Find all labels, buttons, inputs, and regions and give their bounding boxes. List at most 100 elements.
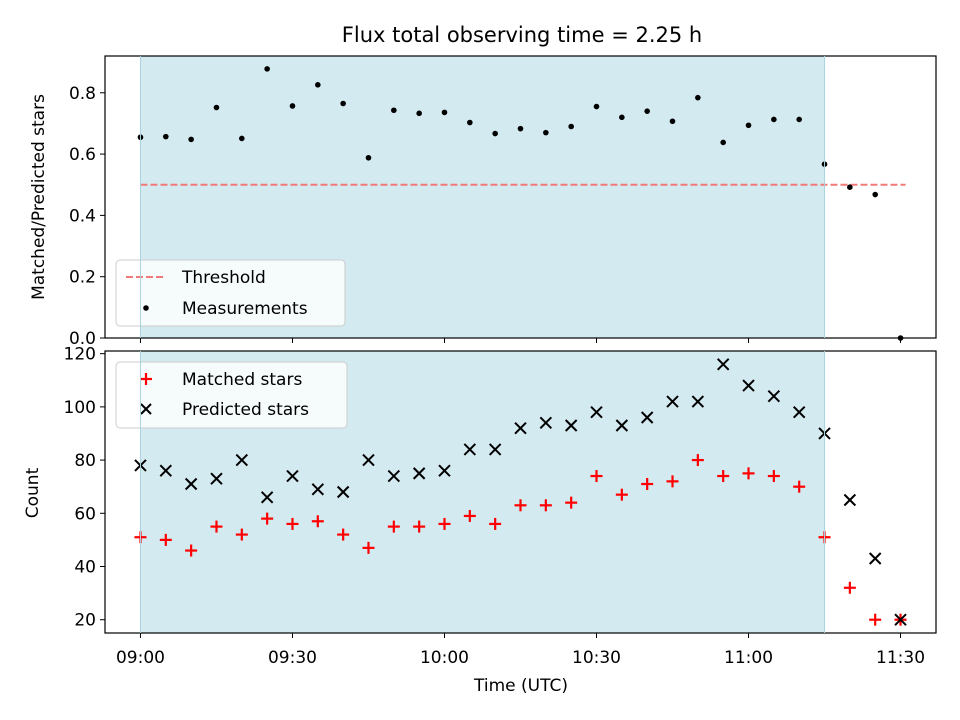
measurement-point bbox=[593, 103, 600, 110]
predicted-point bbox=[438, 464, 451, 477]
predicted-point bbox=[387, 469, 401, 483]
measurement-point bbox=[872, 191, 878, 198]
legend-matched-swatch bbox=[140, 373, 152, 385]
y-tick-label: 60 bbox=[74, 504, 96, 524]
matched-point bbox=[843, 581, 856, 594]
y-axis-label-bottom: Count bbox=[23, 467, 43, 518]
matched-point bbox=[590, 470, 603, 483]
predicted-point bbox=[159, 464, 173, 477]
matched-point bbox=[387, 520, 400, 533]
x-ticks-bottom: 09:00 09:30 10:00 10:30 11:00 11:30 bbox=[116, 633, 925, 668]
matched-point bbox=[539, 499, 552, 512]
matched-point bbox=[666, 475, 679, 488]
matched-point bbox=[261, 512, 274, 525]
matched-point bbox=[641, 478, 654, 491]
matched-point bbox=[691, 454, 704, 467]
predicted-point bbox=[868, 552, 882, 565]
matched-point bbox=[413, 520, 426, 533]
matched-point bbox=[767, 470, 780, 483]
predicted-point bbox=[311, 483, 325, 496]
x-tick-label: 09:00 bbox=[116, 648, 165, 668]
legend-predicted-swatch bbox=[140, 403, 152, 415]
panel-ratio: 0.00.20.40.60.8 Matched/Predicted stars … bbox=[29, 55, 937, 349]
matched-point bbox=[286, 517, 299, 530]
matched-point bbox=[514, 499, 527, 512]
measurement-point bbox=[644, 108, 650, 114]
matched-point bbox=[869, 613, 882, 626]
y-tick-label: 0.6 bbox=[69, 145, 96, 165]
y-tick-label: 0.0 bbox=[69, 329, 96, 349]
matched-point bbox=[362, 541, 375, 554]
legend-threshold-label: Threshold bbox=[181, 268, 266, 288]
y-tick-label: 120 bbox=[64, 345, 96, 365]
predicted-point bbox=[767, 390, 781, 403]
predicted-point bbox=[666, 395, 679, 408]
measurement-point bbox=[619, 114, 625, 121]
y-tick-label: 100 bbox=[64, 398, 96, 418]
predicted-point bbox=[615, 419, 629, 432]
measurement-point bbox=[213, 104, 220, 111]
y-tick-label: 20 bbox=[74, 611, 96, 631]
legend-box-top bbox=[115, 259, 346, 327]
measurement-point bbox=[340, 100, 346, 107]
y-axis-label-top: Matched/Predicted stars bbox=[29, 94, 49, 300]
x-tick-label: 11:00 bbox=[724, 648, 773, 668]
measurement-point bbox=[847, 184, 853, 190]
matched-point bbox=[438, 517, 451, 530]
measurement-point bbox=[163, 133, 169, 140]
matched-point bbox=[185, 544, 198, 557]
x-ticks-top bbox=[139, 338, 902, 343]
predicted-point bbox=[742, 379, 755, 392]
predicted-point bbox=[716, 358, 730, 371]
measurement-point bbox=[796, 116, 802, 123]
predicted-point bbox=[539, 416, 553, 430]
predicted-point bbox=[640, 411, 654, 424]
measurement-point bbox=[264, 66, 270, 72]
measurement-point bbox=[568, 123, 574, 130]
x-axis-label: Time (UTC) bbox=[473, 676, 568, 696]
y-ticks-top: 0.0 0.2 0.4 0.6 0.8 bbox=[69, 84, 105, 349]
predicted-point bbox=[463, 443, 477, 456]
chart-title: Flux total observing time = 2.25 h bbox=[342, 23, 702, 47]
matched-point bbox=[742, 467, 755, 480]
predicted-point bbox=[792, 405, 806, 419]
predicted-point bbox=[412, 467, 426, 480]
measurement-point bbox=[771, 116, 777, 123]
predicted-point bbox=[362, 453, 375, 467]
measurement-point bbox=[289, 103, 296, 109]
x-tick-label: 11:30 bbox=[876, 648, 925, 668]
legend-box-bottom bbox=[115, 361, 348, 429]
predicted-point bbox=[184, 477, 198, 491]
y-tick-label: 0.4 bbox=[69, 206, 96, 226]
measurement-point bbox=[239, 135, 245, 142]
matched-point bbox=[159, 533, 172, 546]
predicted-point bbox=[210, 472, 223, 485]
measurement-point bbox=[365, 154, 372, 161]
predicted-points bbox=[134, 358, 907, 626]
measurement-point bbox=[188, 136, 194, 143]
measurement-points bbox=[137, 66, 904, 341]
measurement-point bbox=[441, 109, 448, 116]
predicted-point bbox=[336, 485, 350, 499]
legend-top: Threshold Measurements bbox=[115, 259, 346, 327]
predicted-point bbox=[691, 395, 705, 408]
matched-point bbox=[463, 509, 476, 522]
predicted-point bbox=[590, 405, 603, 419]
measurement-point bbox=[391, 107, 397, 114]
legend-bottom: Matched stars Predicted stars bbox=[115, 361, 348, 429]
predicted-point bbox=[894, 613, 907, 626]
predicted-point bbox=[488, 443, 502, 456]
measurement-point bbox=[315, 82, 321, 88]
matched-point bbox=[565, 496, 578, 509]
measurement-point bbox=[720, 139, 726, 146]
matched-point bbox=[235, 528, 248, 541]
predicted-point bbox=[286, 469, 299, 483]
axes-frame-top bbox=[104, 55, 937, 339]
measurement-point bbox=[543, 129, 549, 136]
measurement-point bbox=[517, 125, 524, 132]
matched-point bbox=[337, 528, 350, 541]
y-tick-label: 0.8 bbox=[69, 84, 96, 104]
y-ticks-bottom: 20 40 60 80 100 120 bbox=[64, 345, 105, 631]
legend-measurements-label: Measurements bbox=[182, 299, 308, 319]
